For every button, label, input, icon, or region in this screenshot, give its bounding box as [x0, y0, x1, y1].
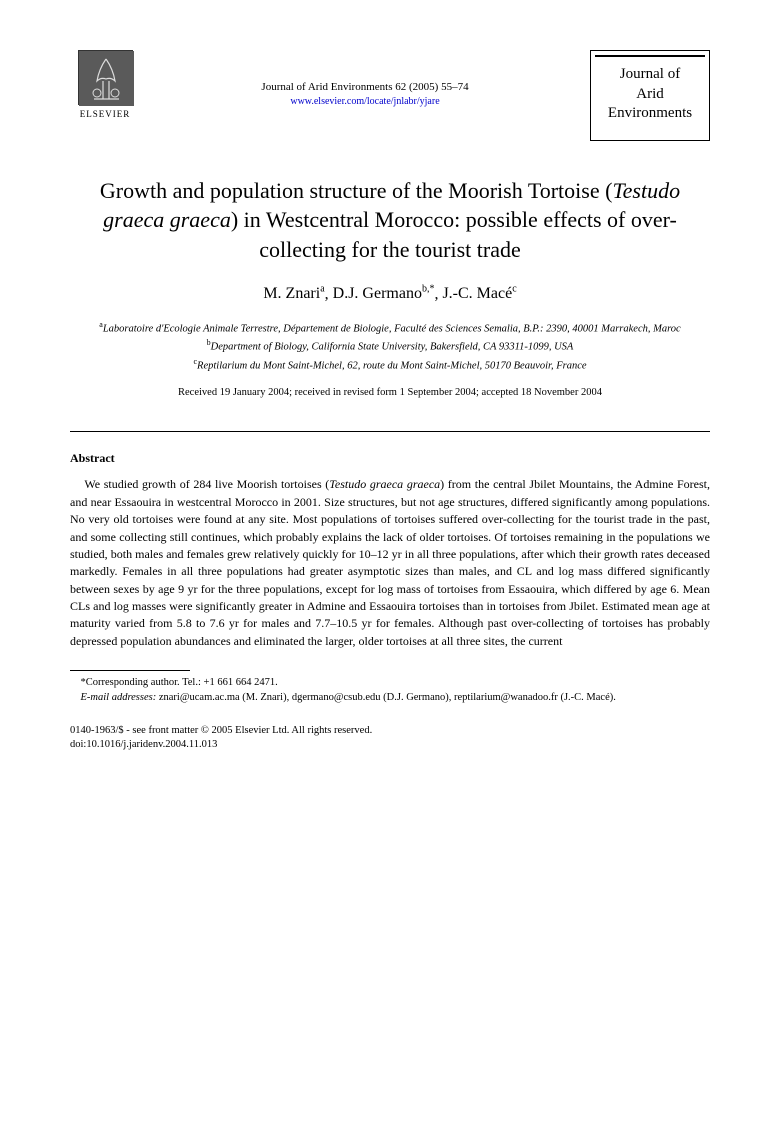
received-dates: Received 19 January 2004; received in re…	[70, 386, 710, 401]
abstract-pre: We studied growth of 284 live Moorish to…	[84, 477, 329, 491]
journal-reference-block: Journal of Arid Environments 62 (2005) 5…	[140, 50, 590, 109]
journal-box-line3: Environments	[608, 105, 692, 121]
doi-line: doi:10.1016/j.jaridenv.2004.11.013	[70, 738, 710, 753]
author: M. Znaria	[263, 285, 324, 302]
elsevier-tree-icon	[78, 50, 133, 105]
copyright-line: 0140-1963/$ - see front matter © 2005 El…	[70, 724, 710, 739]
affiliation: cReptilarium du Mont Saint-Michel, 62, r…	[70, 356, 710, 374]
divider	[70, 431, 710, 432]
affiliation: bDepartment of Biology, California State…	[70, 337, 710, 355]
header-row: ELSEVIER Journal of Arid Environments 62…	[70, 50, 710, 141]
journal-reference: Journal of Arid Environments 62 (2005) 5…	[140, 80, 590, 95]
email-values: znari@ucam.ac.ma (M. Znari), dgermano@cs…	[159, 692, 616, 703]
publisher-logo: ELSEVIER	[70, 50, 140, 130]
email-label: E-mail addresses:	[81, 692, 157, 703]
publisher-name: ELSEVIER	[80, 108, 131, 121]
author: D.J. Germanob,*	[333, 285, 435, 302]
journal-box-title: Journal of Arid Environments	[595, 59, 705, 130]
affiliation: aLaboratoire d'Ecologie Animale Terrestr…	[70, 319, 710, 337]
affiliations: aLaboratoire d'Ecologie Animale Terrestr…	[70, 319, 710, 374]
title-pre: Growth and population structure of the M…	[100, 178, 613, 203]
abstract-heading: Abstract	[70, 450, 710, 467]
footnote-divider	[70, 670, 190, 671]
authors-line: M. Znaria, D.J. Germanob,*, J.-C. Macéc	[70, 283, 710, 306]
journal-url[interactable]: www.elsevier.com/locate/jnlabr/yjare	[140, 95, 590, 109]
journal-title-box: Journal of Arid Environments	[590, 50, 710, 141]
email-addresses: E-mail addresses: znari@ucam.ac.ma (M. Z…	[70, 691, 710, 706]
abstract-species: Testudo graeca graeca	[329, 477, 440, 491]
author: J.-C. Macéc	[442, 285, 516, 302]
title-post: ) in Westcentral Morocco: possible effec…	[231, 207, 677, 262]
journal-box-line2: Arid	[636, 86, 664, 102]
footnotes: *Corresponding author. Tel.: +1 661 664 …	[70, 676, 710, 705]
article-title: Growth and population structure of the M…	[90, 176, 690, 265]
abstract-body: We studied growth of 284 live Moorish to…	[70, 476, 710, 650]
abstract-post: ) from the central Jbilet Mountains, the…	[70, 477, 710, 648]
journal-box-line1: Journal of	[620, 66, 680, 82]
corresponding-author: *Corresponding author. Tel.: +1 661 664 …	[70, 676, 710, 691]
copyright-block: 0140-1963/$ - see front matter © 2005 El…	[70, 724, 710, 753]
